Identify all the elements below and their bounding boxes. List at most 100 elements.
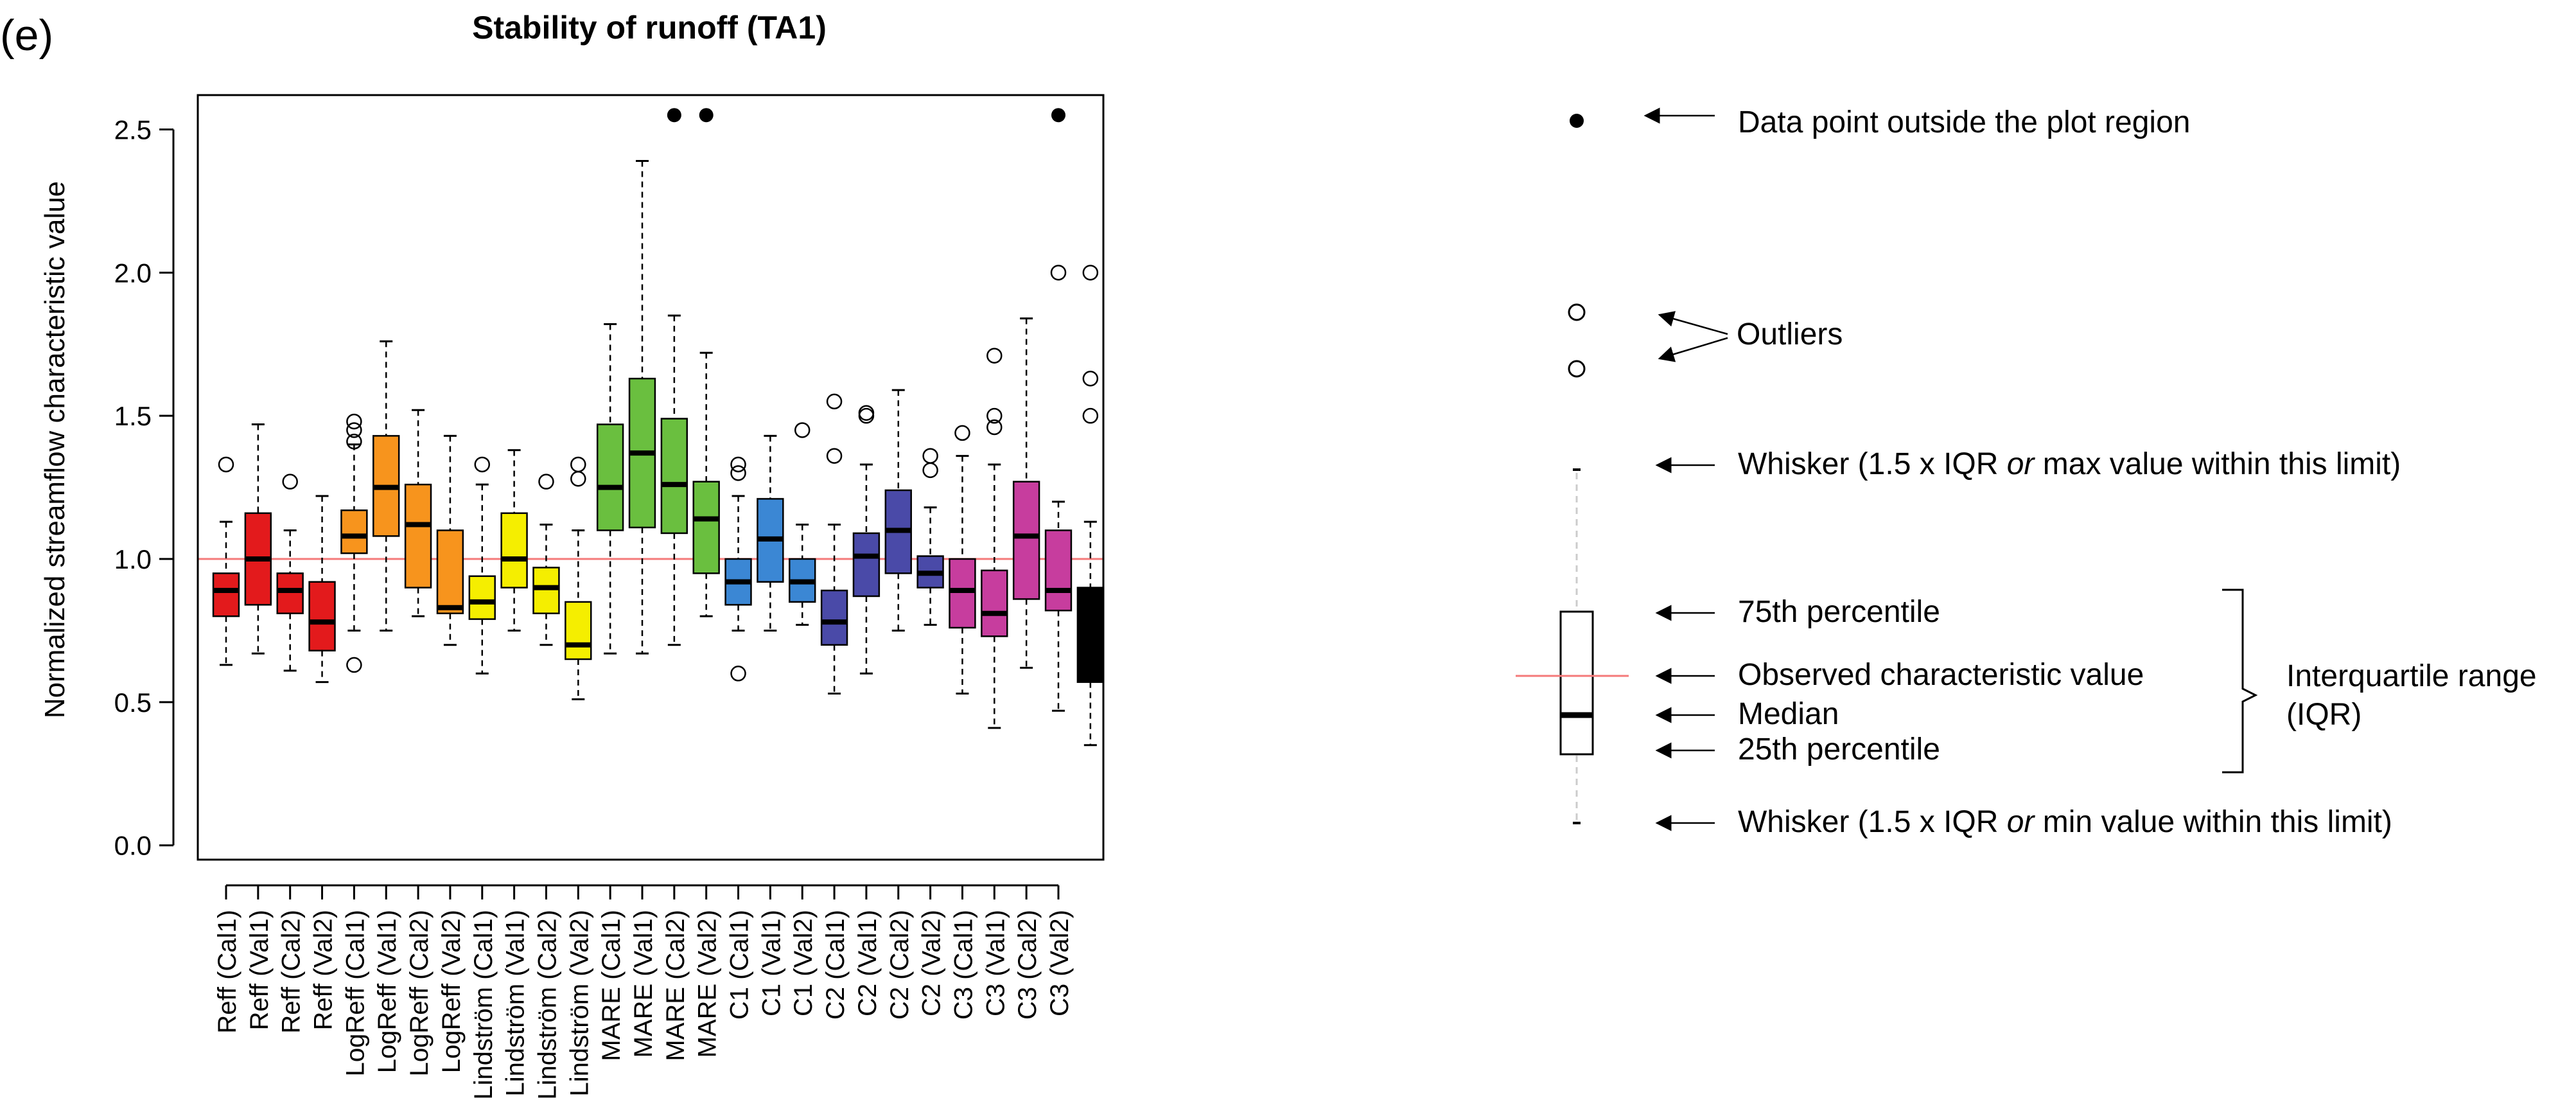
outlier-point [1050, 265, 1067, 281]
x-tick-label: Reff (Cal2) [277, 910, 306, 1034]
outlier-point [922, 462, 938, 479]
x-tick-label: Lindström (Val2) [565, 910, 593, 1096]
box-group [372, 340, 400, 632]
box-group [820, 393, 848, 695]
iqr-box [436, 529, 464, 614]
legend-outside-label: Data point outside the plot region [1738, 105, 2190, 139]
y-axis-label: Normalized streamflow characteristic val… [39, 181, 71, 718]
outlier-point [570, 470, 586, 487]
outlier-point [1082, 370, 1099, 387]
iqr-box [1044, 529, 1073, 612]
x-tick-label: Lindström (Cal2) [533, 910, 561, 1100]
outlier-point [474, 456, 491, 473]
x-tick-label: C2 (Val2) [918, 910, 946, 1016]
outlier-point [1082, 265, 1099, 281]
outlier-point [538, 474, 554, 490]
box-group [244, 423, 272, 655]
legend-upper-whisker-label: Whisker (1.5 x IQR or max value within t… [1738, 447, 2401, 481]
outlier-point [986, 419, 1003, 436]
x-tick-label: MARE (Cal1) [597, 910, 626, 1061]
box-group [276, 474, 304, 672]
outlier-point [954, 425, 970, 441]
x-tick-label: C1 (Val1) [757, 910, 785, 1016]
iqr-box [852, 532, 881, 598]
outside-point [667, 108, 681, 123]
legend-outliers-label: Outliers [1737, 317, 1843, 351]
iqr-box [404, 483, 432, 589]
x-tick-label: C3 (Val2) [1046, 910, 1074, 1016]
outlier-point [858, 407, 875, 424]
iqr-box [596, 423, 624, 531]
box-group [532, 474, 560, 646]
x-tick-label: C3 (Cal1) [949, 910, 977, 1020]
legend-median-label: Median [1738, 697, 1839, 731]
y-tick-label: 0.5 [114, 687, 152, 718]
iqr-box [949, 558, 976, 629]
box-group [628, 160, 656, 655]
outlier-point [730, 456, 746, 473]
x-tick-label: LogReff (Val1) [373, 910, 401, 1073]
x-tick-label: C2 (Val1) [854, 910, 882, 1016]
x-tick-label: C1 (Cal1) [726, 910, 754, 1020]
legend-p75-label: 75th percentile [1738, 595, 1940, 629]
y-tick-label: 0.0 [114, 831, 152, 861]
x-axis: Reff (Cal1) Reff (Val1) Reff (Cal2) Reff (V… [213, 884, 1074, 1100]
legend-iqr-bracket [2222, 589, 2258, 774]
outlier-point [1082, 407, 1099, 424]
chart-title: Stability of runoff (TA1) [472, 10, 827, 46]
legend-outlier-marker-top [1568, 303, 1586, 321]
x-tick-label: LogReff (Val2) [437, 910, 466, 1073]
x-tick-label: C2 (Cal2) [886, 910, 914, 1020]
x-tick-label: LogReff (Cal2) [405, 910, 434, 1076]
x-tick-label: Reff (Val1) [245, 910, 274, 1030]
box-group [757, 434, 784, 632]
box-group [1076, 265, 1105, 747]
boxplot-area: 0.0 0.5 1.0 1.5 2.0 2.5 Reff (Cal1) Reff (Val1… [114, 94, 1105, 1100]
boxplot-legend: Data point outside the plot region Outli… [1516, 105, 2537, 839]
legend-outside-marker [1570, 114, 1584, 128]
box-group [1012, 317, 1040, 669]
iqr-box [212, 572, 240, 617]
outlier-point [730, 465, 746, 481]
x-tick-label: Lindström (Val1) [502, 910, 530, 1096]
box-group [212, 456, 240, 666]
y-tick-label: 2.5 [114, 114, 152, 145]
box-group [884, 389, 912, 632]
outlier-point [346, 657, 362, 673]
iqr-box [692, 481, 720, 574]
iqr-box [981, 569, 1008, 637]
legend-iqr-label-line1: Interquartile range [2286, 659, 2537, 693]
outlier-point [922, 448, 938, 464]
box-group [852, 405, 881, 675]
box-group [436, 434, 464, 646]
x-tick-label: C2 (Cal1) [821, 910, 850, 1020]
y-tick-label: 2.0 [114, 258, 152, 288]
iqr-box [820, 589, 848, 646]
outlier-point [346, 434, 362, 450]
iqr-box [340, 509, 368, 554]
outlier-point [282, 474, 298, 490]
box-group [340, 413, 368, 673]
iqr-box [500, 512, 528, 589]
iqr-box [1012, 481, 1040, 600]
box-group [500, 449, 528, 632]
outlier-point [570, 456, 586, 473]
outlier-point [218, 456, 234, 473]
box-group [981, 348, 1008, 729]
box-group [789, 422, 816, 626]
box-group [724, 456, 752, 682]
x-tick-label: C3 (Cal2) [1013, 910, 1042, 1020]
box-group [660, 108, 688, 646]
y-tick-label: 1.0 [114, 544, 152, 574]
x-tick-label: C3 (Val1) [981, 910, 1010, 1016]
x-tick-label: Lindström (Cal1) [469, 910, 498, 1100]
y-tick-label: 1.5 [114, 401, 152, 431]
outlier-point [794, 422, 810, 438]
box-group [692, 108, 720, 617]
outside-point [699, 108, 714, 123]
box-group [565, 456, 592, 700]
plot-frame [197, 94, 1105, 861]
box-group [1044, 108, 1073, 712]
outlier-point [826, 448, 843, 464]
